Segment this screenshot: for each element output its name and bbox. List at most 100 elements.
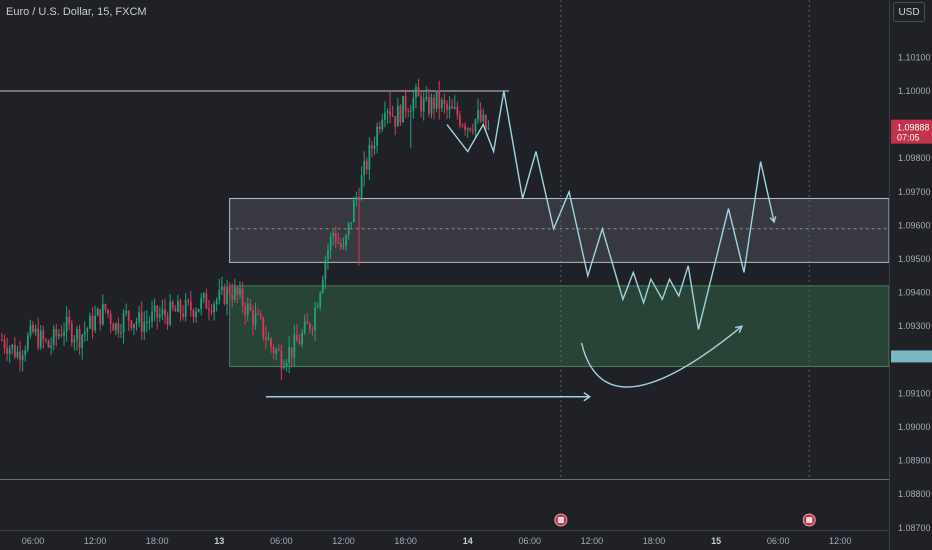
candle-body-125 <box>324 259 327 280</box>
candle-body-74 <box>192 310 195 317</box>
candle-body-113 <box>293 334 296 358</box>
candle-body-141 <box>365 160 368 170</box>
candle-body-133 <box>345 235 347 246</box>
candle-body-82 <box>213 304 216 313</box>
candle-body-84 <box>218 290 221 301</box>
candle-body-64 <box>166 315 169 325</box>
candle-body-65 <box>169 301 172 325</box>
candle-body-155 <box>402 96 404 123</box>
candle-body-101 <box>262 317 265 338</box>
candle-body-66 <box>171 301 174 309</box>
y-tick-label-9: 1.09000 <box>898 422 931 432</box>
candle-body-127 <box>329 236 332 250</box>
candle-body-164 <box>425 96 428 100</box>
arc-projection <box>580 325 743 388</box>
candle-body-120 <box>311 329 314 331</box>
projection-arrowhead <box>769 216 777 224</box>
candle-body-170 <box>440 99 443 108</box>
x-tick-label-8: 06:00 <box>519 536 542 546</box>
candle-body-103 <box>267 338 270 340</box>
candle-body-14 <box>37 328 40 348</box>
candle-body-1 <box>3 339 6 348</box>
candle-body-10 <box>26 335 29 351</box>
candle-body-177 <box>459 115 461 126</box>
candle-body-132 <box>342 245 345 248</box>
candle-body-163 <box>422 99 425 112</box>
candle-body-174 <box>451 106 454 109</box>
candle-body-144 <box>373 145 376 149</box>
candle-body-19 <box>50 345 53 348</box>
candle-body-91 <box>236 287 239 295</box>
candle-body-186 <box>482 114 485 122</box>
candle-body-45 <box>117 323 120 333</box>
x-tick-label-0: 06:00 <box>22 536 45 546</box>
resistance-zone <box>229 198 889 263</box>
y-tick-label-12: 1.08700 <box>898 523 931 533</box>
candle-body-188 <box>487 128 490 130</box>
y-tick-label-1: 1.10000 <box>898 86 931 96</box>
candle-body-121 <box>314 307 316 330</box>
candle-body-184 <box>477 109 479 120</box>
candle-body-173 <box>448 106 451 110</box>
x-tick-label-2: 18:00 <box>146 536 169 546</box>
candle-body-85 <box>220 286 223 291</box>
candle-body-67 <box>174 308 177 312</box>
candle-body-32 <box>83 331 86 335</box>
candle-body-147 <box>381 119 384 130</box>
candle-body-187 <box>484 114 487 129</box>
y-tick-label-11: 1.08800 <box>898 489 931 499</box>
candle-body-151 <box>391 115 394 117</box>
y-tick-label-10: 1.08900 <box>898 456 931 466</box>
currency-button[interactable]: USD <box>893 2 925 22</box>
candle-body-161 <box>417 87 420 97</box>
candle-body-165 <box>427 96 430 114</box>
candle-body-117 <box>303 321 306 334</box>
candle-body-131 <box>340 243 342 248</box>
candle-body-23 <box>60 334 63 336</box>
candle-body-44 <box>114 323 117 331</box>
y-tick-label-7: 1.09300 <box>898 321 931 331</box>
candle-body-86 <box>223 286 226 305</box>
candle-body-47 <box>122 313 125 333</box>
candle-body-169 <box>438 90 441 108</box>
price-pane <box>0 0 889 530</box>
x-tick-label-6: 18:00 <box>394 536 417 546</box>
candle-body-13 <box>34 328 37 332</box>
candle-body-185 <box>479 109 482 122</box>
candle-body-156 <box>404 96 407 111</box>
candle-body-167 <box>433 97 435 109</box>
horizontal-arrowhead <box>583 392 592 402</box>
candle-body-107 <box>277 349 280 351</box>
candle-body-111 <box>288 347 291 363</box>
candle-body-176 <box>456 106 459 116</box>
candle-body-79 <box>205 293 208 309</box>
candle-body-149 <box>386 111 389 113</box>
candle-body-76 <box>197 308 200 312</box>
candle-body-124 <box>321 279 324 293</box>
candle-body-29 <box>76 329 78 340</box>
candle-body-0 <box>1 339 3 341</box>
candle-body-46 <box>120 332 122 334</box>
economic-event-glyph-0 <box>557 517 564 523</box>
secondary-price-badge <box>891 350 932 363</box>
candle-body-139 <box>360 175 363 200</box>
x-tick-label-7: 14 <box>463 536 473 546</box>
candle-body-182 <box>471 130 474 132</box>
candle-body-75 <box>195 311 197 317</box>
candle-body-56 <box>145 321 148 323</box>
current-price-countdown: 07:05 <box>897 133 920 143</box>
candle-body-128 <box>332 232 335 237</box>
candle-body-36 <box>94 315 96 331</box>
candle-body-126 <box>327 249 329 260</box>
candle-body-159 <box>412 97 415 111</box>
candle-body-135 <box>350 222 353 224</box>
candle-body-7 <box>19 351 21 361</box>
candle-body-129 <box>334 232 337 243</box>
candle-body-18 <box>47 340 50 348</box>
candle-body-153 <box>396 105 399 127</box>
candle-body-116 <box>301 333 303 345</box>
x-tick-label-1: 12:00 <box>84 536 107 546</box>
candle-body-6 <box>16 351 19 358</box>
